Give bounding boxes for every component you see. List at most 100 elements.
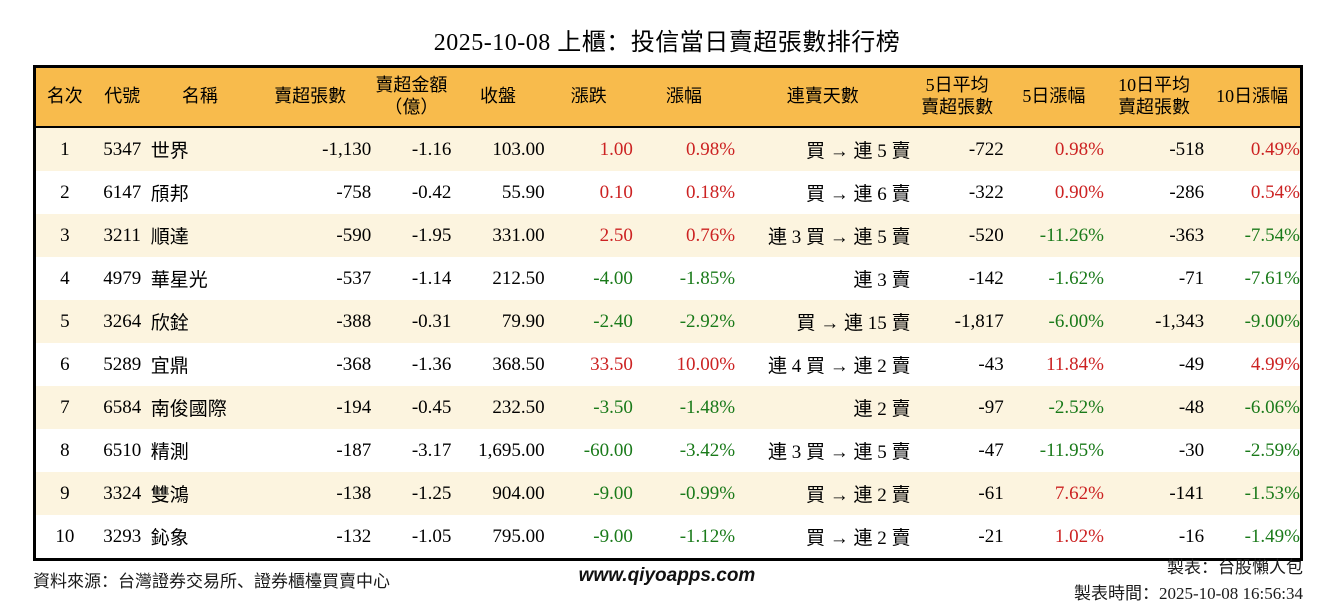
- cell-code: 5289: [93, 343, 151, 386]
- cell-change-pct: 10.00%: [632, 343, 736, 386]
- table-row: 6 5289 宜鼎 -368 -1.36 368.50 33.50 10.00% 連 4 買 →…: [34, 343, 1302, 386]
- cell-avg5: -722: [910, 127, 1004, 171]
- cell-close: 55.90: [451, 171, 545, 214]
- cell-avg10: -16: [1103, 515, 1205, 560]
- cell-code: 4979: [93, 257, 151, 300]
- table-row: 2 6147 頎邦 -758 -0.42 55.90 0.10 0.18% 買 → 連 6 賣-…: [34, 171, 1302, 214]
- cell-avg10: -363: [1103, 214, 1205, 257]
- cell-avg10: -71: [1103, 257, 1205, 300]
- cell-change: 1.00: [544, 127, 633, 171]
- cell-avg10: -518: [1103, 127, 1205, 171]
- cell-net-amount: -0.45: [371, 386, 452, 429]
- table-row: 4 4979 華星光 -537 -1.14 212.50 -4.00 -1.85% 連 3 賣-…: [34, 257, 1302, 300]
- cell-change-pct: -3.42%: [632, 429, 736, 472]
- table-row: 7 6584 南俊國際 -194 -0.45 232.50 -3.50 -1.48% 連 2 賣…: [34, 386, 1302, 429]
- cell-net-sell: -132: [248, 515, 372, 560]
- cell-avg10: -49: [1103, 343, 1205, 386]
- cell-change-pct: -2.92%: [632, 300, 736, 343]
- cell-change: 0.10: [544, 171, 633, 214]
- cell-pct5: 1.02%: [1003, 515, 1104, 560]
- col-header-name: 名稱: [150, 66, 249, 128]
- cell-streak: 連 3 買 → 連 5 賣: [735, 429, 911, 472]
- cell-name: 精測: [150, 429, 249, 472]
- cell-change: -3.50: [544, 386, 633, 429]
- cell-pct5: 11.84%: [1003, 343, 1104, 386]
- cell-code: 3211: [93, 214, 151, 257]
- cell-net-amount: -1.14: [371, 257, 452, 300]
- cell-change-pct: -1.85%: [632, 257, 736, 300]
- table-row: 3 3211 順達 -590 -1.95 331.00 2.50 0.76% 連 3 買 → 連…: [34, 214, 1302, 257]
- col-header-change-pct: 漲幅: [632, 66, 736, 128]
- table-row: 1 5347 世界 -1,130 -1.16 103.00 1.00 0.98% 買 → 連 5…: [34, 127, 1302, 171]
- cell-change-pct: 0.76%: [632, 214, 736, 257]
- cell-pct10: 0.49%: [1204, 127, 1302, 171]
- cell-rank: 3: [34, 214, 94, 257]
- cell-net-amount: -1.36: [371, 343, 452, 386]
- cell-avg5: -61: [910, 472, 1004, 515]
- cell-name: 華星光: [150, 257, 249, 300]
- cell-close: 368.50: [451, 343, 545, 386]
- cell-streak: 買 → 連 5 賣: [735, 127, 911, 171]
- cell-name: 世界: [150, 127, 249, 171]
- cell-avg10: -1,343: [1103, 300, 1205, 343]
- cell-code: 6584: [93, 386, 151, 429]
- cell-pct5: -11.95%: [1003, 429, 1104, 472]
- cell-avg5: -47: [910, 429, 1004, 472]
- cell-net-amount: -0.42: [371, 171, 452, 214]
- cell-pct10: -1.49%: [1204, 515, 1302, 560]
- table-head: 名次 代號 名稱 賣超張數 賣超金額 （億） 收盤 漲跌 漲幅 連賣天數 5日平均 賣超張數 5日漲…: [34, 66, 1302, 128]
- cell-avg5: -142: [910, 257, 1004, 300]
- cell-avg5: -322: [910, 171, 1004, 214]
- cell-change: 33.50: [544, 343, 633, 386]
- cell-rank: 6: [34, 343, 94, 386]
- cell-close: 795.00: [451, 515, 545, 560]
- cell-streak: 買 → 連 6 賣: [735, 171, 911, 214]
- cell-net-sell: -537: [248, 257, 372, 300]
- table-row: 10 3293 鈊象 -132 -1.05 795.00 -9.00 -1.12% 買 → 連 …: [34, 515, 1302, 560]
- cell-code: 3293: [93, 515, 151, 560]
- col-header-rank: 名次: [34, 66, 94, 128]
- cell-pct5: -6.00%: [1003, 300, 1104, 343]
- cell-name: 頎邦: [150, 171, 249, 214]
- cell-streak: 買 → 連 2 賣: [735, 515, 911, 560]
- cell-code: 6147: [93, 171, 151, 214]
- cell-streak: 連 2 賣: [735, 386, 911, 429]
- table-body: 1 5347 世界 -1,130 -1.16 103.00 1.00 0.98% 買 → 連 5…: [34, 127, 1302, 560]
- cell-pct5: 0.98%: [1003, 127, 1104, 171]
- cell-change: -9.00: [544, 515, 633, 560]
- col-header-avg5: 5日平均 賣超張數: [910, 66, 1004, 128]
- cell-pct5: 7.62%: [1003, 472, 1104, 515]
- cell-rank: 4: [34, 257, 94, 300]
- col-header-close: 收盤: [451, 66, 545, 128]
- cell-avg5: -520: [910, 214, 1004, 257]
- cell-name: 順達: [150, 214, 249, 257]
- col-header-pct5: 5日漲幅: [1003, 66, 1104, 128]
- cell-pct10: 0.54%: [1204, 171, 1302, 214]
- cell-avg5: -21: [910, 515, 1004, 560]
- maker-time: 製表時間：2025-10-08 16:56:34: [1073, 584, 1303, 603]
- cell-streak: 連 3 賣: [735, 257, 911, 300]
- cell-change: -60.00: [544, 429, 633, 472]
- cell-code: 5347: [93, 127, 151, 171]
- cell-pct10: 4.99%: [1204, 343, 1302, 386]
- cell-pct5: 0.90%: [1003, 171, 1104, 214]
- cell-pct10: -7.54%: [1204, 214, 1302, 257]
- cell-avg5: -1,817: [910, 300, 1004, 343]
- cell-avg10: -30: [1103, 429, 1205, 472]
- col-header-streak: 連賣天數: [735, 66, 911, 128]
- cell-avg10: -286: [1103, 171, 1205, 214]
- cell-avg10: -48: [1103, 386, 1205, 429]
- cell-change: -9.00: [544, 472, 633, 515]
- cell-rank: 2: [34, 171, 94, 214]
- cell-net-sell: -194: [248, 386, 372, 429]
- cell-close: 331.00: [451, 214, 545, 257]
- cell-name: 雙鴻: [150, 472, 249, 515]
- cell-net-sell: -1,130: [248, 127, 372, 171]
- cell-net-sell: -758: [248, 171, 372, 214]
- cell-net-amount: -0.31: [371, 300, 452, 343]
- cell-net-amount: -1.16: [371, 127, 452, 171]
- cell-net-sell: -388: [248, 300, 372, 343]
- cell-rank: 1: [34, 127, 94, 171]
- cell-streak: 連 3 買 → 連 5 賣: [735, 214, 911, 257]
- cell-rank: 5: [34, 300, 94, 343]
